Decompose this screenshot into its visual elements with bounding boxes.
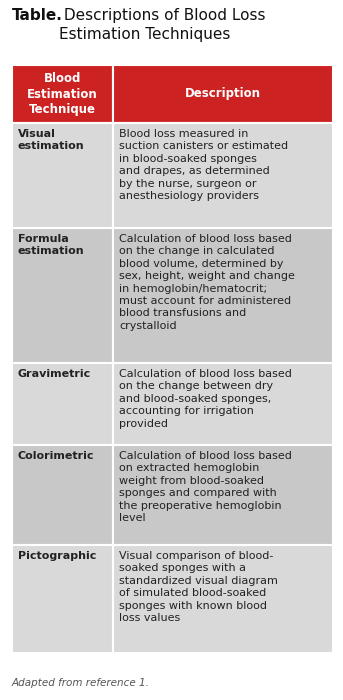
Bar [113,445,333,545]
Bar [12,65,113,123]
Bar [113,65,333,123]
Bar [113,545,333,653]
Text: Adapted from reference 1.: Adapted from reference 1. [12,678,150,688]
Text: Colorimetric: Colorimetric [18,451,95,461]
Text: Calculation of blood loss based
on the change between dry
and blood-soaked spong: Calculation of blood loss based on the c… [119,369,292,428]
Text: Calculation of blood loss based
on the change in calculated
blood volume, determ: Calculation of blood loss based on the c… [119,234,295,331]
Bar [113,363,333,445]
Bar [12,228,113,363]
Bar [113,123,333,228]
Bar [12,545,113,653]
Text: Pictographic: Pictographic [18,551,96,561]
Bar [113,228,333,363]
Text: Blood
Estimation
Technique: Blood Estimation Technique [27,72,98,116]
Text: Formula
estimation: Formula estimation [18,234,85,256]
Text: Gravimetric: Gravimetric [18,369,91,379]
Text: Calculation of blood loss based
on extracted hemoglobin
weight from blood-soaked: Calculation of blood loss based on extra… [119,451,292,523]
Text: Descriptions of Blood Loss
Estimation Techniques: Descriptions of Blood Loss Estimation Te… [59,8,265,41]
Text: Table.: Table. [12,8,63,23]
Text: Description: Description [185,88,261,101]
Text: Blood loss measured in
suction canisters or estimated
in blood-soaked sponges
an: Blood loss measured in suction canisters… [119,129,288,201]
Bar [12,363,113,445]
Bar [12,445,113,545]
Text: Visual comparison of blood-
soaked sponges with a
standardized visual diagram
of: Visual comparison of blood- soaked spong… [119,551,278,623]
Bar [12,123,113,228]
Text: Visual
estimation: Visual estimation [18,129,85,151]
